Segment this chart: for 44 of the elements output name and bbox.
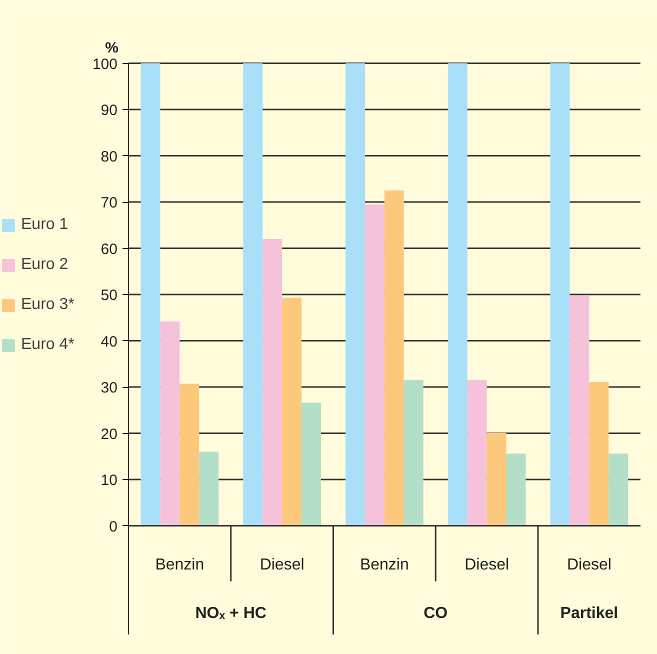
x-tick-label: Diesel xyxy=(464,556,510,574)
y-tick-label: 10 xyxy=(100,472,118,490)
bar xyxy=(282,298,302,526)
legend-label: Euro 1 xyxy=(21,216,68,234)
bar xyxy=(302,402,321,526)
y-tick-label: 70 xyxy=(100,194,118,212)
bar xyxy=(180,384,200,526)
bar xyxy=(384,190,404,526)
bar xyxy=(570,296,590,526)
bar xyxy=(140,63,160,526)
bar xyxy=(550,63,570,526)
bar xyxy=(608,454,628,526)
legend-label: Euro 4* xyxy=(21,336,74,354)
x-tick-label: Diesel xyxy=(566,556,612,574)
y-tick-label: 80 xyxy=(100,148,118,166)
legend-label: Euro 2 xyxy=(21,256,68,274)
y-tick-label: 20 xyxy=(100,426,118,443)
bar xyxy=(448,63,468,526)
y-tick-label: 40 xyxy=(100,333,118,350)
bar xyxy=(589,382,609,526)
x-tick-label: Benzin xyxy=(360,556,409,574)
x-tick-label: Diesel xyxy=(260,556,304,574)
bar xyxy=(467,380,487,526)
y-tick-label: 100 xyxy=(92,56,118,73)
bar xyxy=(160,321,180,526)
text: NOₓ + HC xyxy=(195,605,267,622)
bar xyxy=(346,63,365,526)
y-tick-label: 0 xyxy=(109,518,118,536)
bar xyxy=(243,63,263,526)
x-tick-label: Benzin xyxy=(155,556,204,574)
bar xyxy=(364,204,384,526)
text: CO xyxy=(424,605,448,622)
y-tick-label: 60 xyxy=(100,240,118,258)
text: Partikel xyxy=(560,605,618,622)
legend-label: Euro 3* xyxy=(21,296,74,314)
bar xyxy=(486,432,506,526)
bar xyxy=(199,452,219,526)
y-tick-label: 50 xyxy=(100,287,118,304)
bar xyxy=(506,454,526,526)
bar xyxy=(262,239,282,526)
y-tick-label: 90 xyxy=(100,102,118,120)
y-axis-title: % xyxy=(105,39,118,56)
y-tick-label: 30 xyxy=(100,380,118,397)
bar xyxy=(404,380,424,526)
